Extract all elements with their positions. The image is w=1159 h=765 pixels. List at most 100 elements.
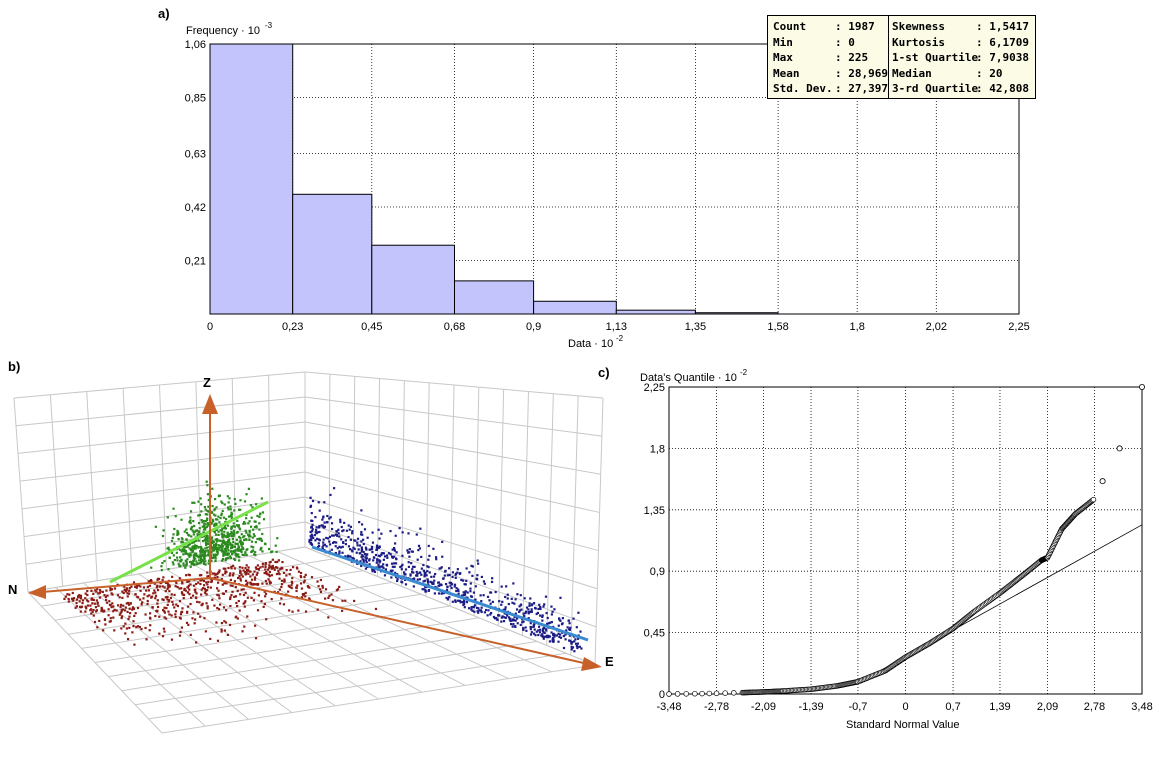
trend-gridline [221, 560, 466, 686]
trend-point-green [215, 546, 218, 549]
trend-point-blue [479, 609, 483, 612]
trend-point-green [189, 510, 193, 513]
trend-point-green [235, 538, 239, 541]
trend-point-blue [394, 562, 398, 565]
trend-point-green [200, 561, 203, 564]
trend-point-blue [326, 537, 330, 540]
trend-point-green [213, 531, 217, 534]
trend-point-blue [448, 596, 451, 599]
trend-point-red [206, 607, 209, 610]
trend-point-red [109, 589, 112, 592]
trend-point-green [197, 514, 200, 517]
trend-point-red [67, 597, 70, 601]
trend-point-blue [310, 537, 313, 540]
trend-point-green [261, 511, 265, 514]
trend-point-red [110, 606, 113, 609]
trend-point-green [221, 539, 224, 543]
trend-point-blue [352, 546, 355, 549]
trend-point-blue [559, 636, 563, 639]
trend-point-red [128, 589, 131, 592]
trend-point-green [214, 518, 218, 521]
trend-point-red [75, 601, 78, 605]
trend-point-blue [361, 558, 364, 561]
trend-point-blue [454, 576, 457, 579]
trend-point-green [226, 545, 230, 548]
trend-point-green [192, 530, 195, 534]
trend-point-red [105, 598, 108, 602]
trend-point-green [230, 512, 234, 516]
trend-point-red [173, 593, 176, 597]
trend-point-blue [445, 588, 449, 591]
trend-point-blue [310, 539, 313, 542]
trend-point-green [194, 544, 197, 547]
trend-point-red [181, 582, 184, 585]
trend-gridline [86, 391, 98, 581]
trend-point-red [257, 594, 261, 597]
trend-3d-trend-lines [109, 500, 589, 642]
trend-point-blue [453, 583, 457, 586]
trend-point-green [239, 537, 242, 540]
trend-point-green [196, 562, 199, 565]
trend-point-blue [437, 584, 440, 587]
trend-point-green [206, 509, 209, 513]
trend-point-green [211, 487, 214, 490]
trend-point-green [206, 554, 210, 557]
trend-point-red [206, 586, 210, 589]
trend-point-blue [552, 633, 555, 636]
trend-point-green [195, 560, 198, 563]
trend-point-green [235, 548, 238, 551]
trend-point-green [204, 513, 207, 516]
trend-point-blue [492, 615, 496, 619]
trend-point-blue [318, 524, 321, 528]
trend-point-green [202, 531, 206, 534]
trend-point-blue [393, 542, 397, 545]
trend-point-green [259, 548, 262, 551]
trend-point-blue [553, 633, 556, 636]
axis-z-arrow [202, 394, 218, 414]
trend-point-blue [407, 551, 411, 554]
trend-point-green [230, 552, 234, 556]
trend-point-red [141, 601, 144, 604]
trend-point-blue [465, 567, 468, 570]
trend-point-red [180, 591, 184, 595]
trend-point-blue [463, 583, 466, 586]
trend-point-blue [371, 570, 374, 573]
trend-point-red [243, 601, 246, 604]
trend-point-red [297, 609, 300, 612]
trend-point-green [191, 525, 194, 528]
trend-point-red [217, 594, 221, 597]
trend-point-green [185, 531, 189, 535]
trend-point-red [277, 569, 280, 573]
trend-point-red [244, 566, 247, 570]
trend-point-blue [561, 622, 564, 625]
trend-point-blue [393, 547, 396, 551]
trend-point-blue [512, 623, 515, 626]
trend-point-green [202, 562, 206, 565]
trend-point-green [225, 549, 228, 553]
trend-point-green [260, 497, 263, 500]
trend-point-green [194, 554, 197, 557]
stat-label: Skewness [892, 20, 945, 33]
histogram-bars [209, 43, 779, 315]
trend-point-blue [335, 541, 338, 544]
trend-point-blue [384, 568, 387, 571]
trend-point-blue [393, 549, 396, 552]
trend-point-green [234, 550, 237, 553]
trend-point-green [207, 505, 210, 508]
trend-point-green [226, 553, 229, 557]
trend-point-green [201, 551, 205, 554]
trend-point-blue [539, 605, 542, 609]
trend-point-blue [407, 565, 411, 568]
trend-point-red [150, 580, 153, 583]
trend-point-blue [353, 547, 356, 551]
trend-point-red [204, 589, 207, 593]
trend-point-red [324, 588, 328, 591]
trend-point-green [253, 553, 256, 556]
trend-point-green [211, 539, 214, 542]
trend-point-green [230, 535, 234, 538]
trend-point-green [236, 530, 239, 534]
trend-point-blue [537, 607, 540, 611]
trend-point-blue [474, 585, 477, 588]
trend-point-green [195, 544, 198, 548]
